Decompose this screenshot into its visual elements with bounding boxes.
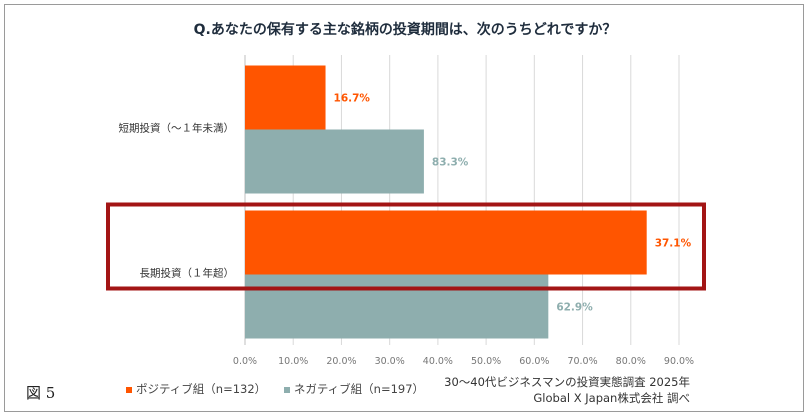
bar-1-0 bbox=[245, 210, 647, 275]
figure-label: 図 5 bbox=[26, 384, 56, 402]
legend-item-positive: ポジティブ組（n=132） bbox=[126, 382, 270, 396]
legend-item-negative: ネガティブ組（n=197） bbox=[283, 382, 425, 396]
x-tick-label-4: 40.0% bbox=[423, 356, 453, 367]
category-label-1: 長期投資（１年超） bbox=[140, 267, 235, 280]
x-tick-label-6: 60.0% bbox=[519, 356, 549, 367]
legend-label-positive: ポジティブ組（n=132） bbox=[136, 382, 267, 396]
highlight-box bbox=[106, 202, 706, 291]
legend-label-negative: ネガティブ組（n=197） bbox=[293, 382, 425, 396]
data-label-1-0: 37.1% bbox=[655, 238, 692, 250]
source-line-2: Global X Japan株式会社 調べ bbox=[533, 391, 690, 405]
legend-swatch-positive bbox=[126, 386, 132, 393]
bar-0-0 bbox=[245, 65, 326, 130]
data-label-0-1: 83.3% bbox=[432, 157, 469, 169]
legend: ポジティブ組（n=132） ネガティブ組（n=197） bbox=[126, 381, 438, 397]
bar-0-1 bbox=[245, 129, 424, 194]
category-label-0: 短期投資（〜１年未満） bbox=[119, 122, 235, 135]
source-line-1: 30〜40代ビジネスマンの投資実態調査 2025年 bbox=[444, 375, 690, 389]
x-tick-label-5: 50.0% bbox=[471, 356, 501, 367]
data-labels: 16.7% 83.3% 37.1% 62.9% bbox=[334, 93, 692, 314]
data-label-1-1: 62.9% bbox=[556, 302, 593, 314]
figure-frame bbox=[4, 4, 804, 412]
source-note: 30〜40代ビジネスマンの投資実態調査 2025年 Global X Japan… bbox=[444, 374, 690, 406]
x-tick-label-8: 80.0% bbox=[616, 356, 646, 367]
x-tick-label-3: 30.0% bbox=[375, 356, 405, 367]
bars bbox=[245, 65, 647, 339]
x-tick-label-1: 10.0% bbox=[278, 356, 308, 367]
x-tick-labels: 0.0% 10.0% 20.0% 30.0% 40.0% 50.0% 60.0% 70.0% 8… bbox=[233, 356, 694, 367]
x-tick-label-9: 90.0% bbox=[664, 356, 694, 367]
chart-title: Q.あなたの保有する主な銘柄の投資期間は、次のうちどれですか？ bbox=[194, 21, 617, 38]
x-tick-label-0: 0.0% bbox=[233, 356, 257, 367]
x-tick-label-2: 20.0% bbox=[326, 356, 356, 367]
x-tick-label-7: 70.0% bbox=[567, 356, 597, 367]
category-labels: 短期投資（〜１年未満） 長期投資（１年超） bbox=[119, 122, 235, 280]
legend-swatch-negative bbox=[283, 386, 290, 393]
data-label-0-0: 16.7% bbox=[334, 93, 371, 105]
highlight-rectangle bbox=[106, 202, 706, 291]
bar-1-1 bbox=[245, 274, 549, 339]
